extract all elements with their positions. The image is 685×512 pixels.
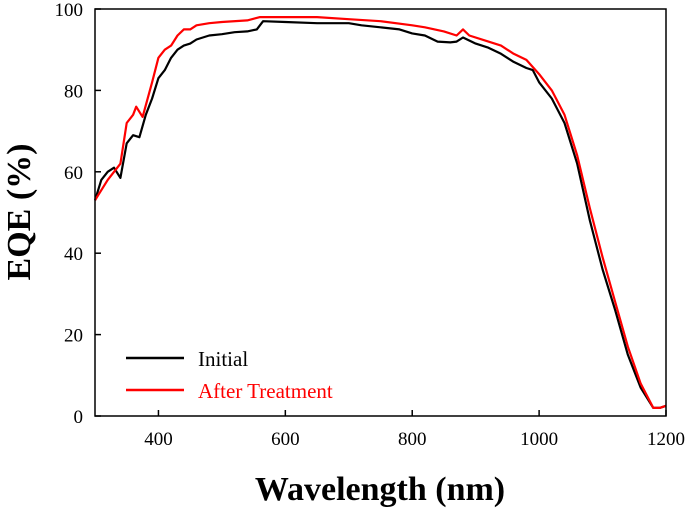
y-tick-label: 80 (64, 81, 83, 102)
plot-frame (94, 8, 667, 417)
y-axis-label: EQE (%) (1, 144, 38, 281)
y-tick-label: 100 (55, 0, 84, 21)
legend-label-after-treatment: After Treatment (198, 379, 333, 403)
x-axis-label: Wavelength (nm) (255, 471, 505, 508)
y-tick-label: 40 (64, 244, 83, 265)
series-line-initial (93, 20, 667, 409)
series-line-after-treatment (94, 16, 667, 409)
x-tick-label: 1000 (520, 429, 558, 450)
x-tick-label: 400 (144, 429, 173, 450)
legend-label-initial: Initial (198, 347, 248, 371)
legend: Initial After Treatment (126, 347, 333, 403)
y-tick-label: 20 (64, 326, 83, 347)
x-tick-label: 800 (398, 429, 427, 450)
y-tick-label: 0 (74, 407, 84, 428)
y-tick-label: 60 (64, 163, 83, 184)
x-tick-label: 600 (271, 429, 300, 450)
x-tick-label: 1200 (647, 429, 685, 450)
